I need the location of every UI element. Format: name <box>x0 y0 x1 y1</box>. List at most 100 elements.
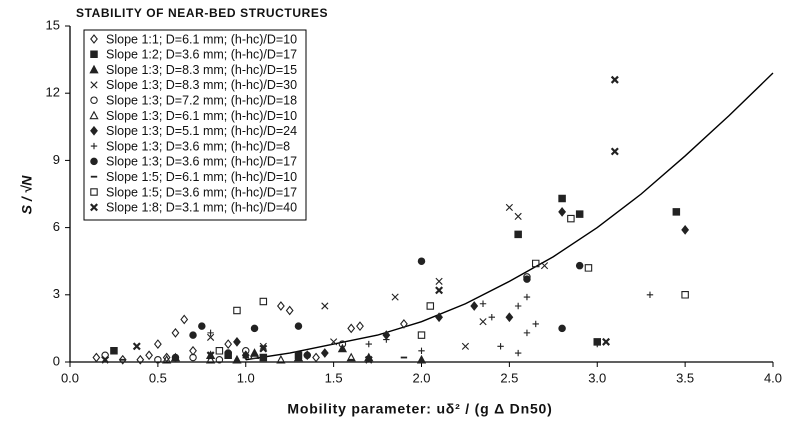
marker <box>321 302 329 310</box>
legend-label: Slope 1:1; D=6.1 mm; (h-hc)/D=10 <box>106 32 297 46</box>
marker <box>435 286 444 295</box>
legend-label: Slope 1:3; D=8.3 mm; (h-hc)/D=15 <box>106 63 297 77</box>
x-tick-label: 2.0 <box>412 370 430 385</box>
marker <box>162 354 172 364</box>
marker <box>259 353 268 362</box>
marker <box>426 302 435 310</box>
y-tick-label: 9 <box>53 152 60 167</box>
marker <box>224 349 232 357</box>
legend-label: Slope 1:5; D=3.6 mm; (h-hc)/D=17 <box>106 185 297 199</box>
legend-label: Slope 1:3; D=7.2 mm; (h-hc)/D=18 <box>106 93 297 107</box>
marker <box>346 352 356 362</box>
marker <box>110 347 118 355</box>
x-tick-label: 2.5 <box>500 370 518 385</box>
marker <box>364 355 373 364</box>
marker <box>153 339 162 349</box>
y-tick-label: 3 <box>53 286 60 301</box>
marker <box>207 329 214 337</box>
marker <box>92 352 101 363</box>
marker <box>189 331 197 339</box>
marker <box>207 333 215 341</box>
marker <box>532 320 539 328</box>
fit-curve <box>245 72 774 361</box>
y-tick-label: 15 <box>46 17 60 32</box>
legend-marker <box>89 110 99 120</box>
marker <box>505 312 514 323</box>
x-tick-label: 3.5 <box>676 370 694 385</box>
legend-marker <box>90 96 98 104</box>
marker <box>132 342 141 351</box>
marker <box>681 291 689 299</box>
legend-marker <box>90 125 98 136</box>
legend: Slope 1:1; D=6.1 mm; (h-hc)/D=10 Slope 1:… <box>83 29 307 221</box>
marker <box>198 322 206 330</box>
marker <box>681 224 690 235</box>
y-tick-label: 0 <box>53 353 60 368</box>
marker <box>215 347 224 355</box>
marker <box>206 351 215 360</box>
marker <box>575 210 584 218</box>
marker <box>249 348 260 357</box>
legend-label: Slope 1:8; D=3.1 mm; (h-hc)/D=40 <box>106 201 297 215</box>
marker <box>259 297 268 306</box>
marker <box>646 291 654 298</box>
marker <box>540 262 549 270</box>
marker <box>514 212 522 220</box>
x-tick-label: 0.5 <box>149 370 167 385</box>
marker <box>338 340 347 348</box>
marker <box>523 329 531 337</box>
marker <box>259 344 268 353</box>
legend-label: Slope 1:3; D=3.6 mm; (h-hc)/D=17 <box>106 155 297 169</box>
marker <box>189 345 197 356</box>
marker <box>417 257 426 265</box>
marker <box>505 203 513 212</box>
marker <box>479 318 487 326</box>
marker <box>514 230 522 239</box>
marker <box>575 262 584 270</box>
legend-box <box>83 29 307 221</box>
marker <box>356 321 364 332</box>
marker <box>154 356 162 364</box>
marker <box>303 350 312 361</box>
marker <box>249 350 260 360</box>
marker <box>400 319 408 329</box>
marker <box>118 354 127 365</box>
marker <box>136 354 145 365</box>
legend-label: Slope 1:3; D=6.1 mm; (h-hc)/D=10 <box>106 109 297 123</box>
y-tick-label: 12 <box>46 85 60 100</box>
marker <box>435 312 443 323</box>
marker <box>276 301 285 311</box>
marker <box>610 147 619 156</box>
marker <box>145 350 153 361</box>
marker <box>479 300 487 307</box>
legend-marker <box>90 203 98 212</box>
marker <box>250 324 259 333</box>
legend-marker <box>90 157 98 166</box>
legend-marker <box>90 142 98 150</box>
x-tick-label: 3.0 <box>588 370 606 385</box>
x-axis-label: Mobility parameter: uδ² / (g Δ Dn50) <box>287 401 552 417</box>
marker <box>672 208 681 216</box>
marker <box>224 339 233 349</box>
marker <box>610 75 619 84</box>
legend-marker <box>90 81 98 89</box>
marker <box>276 354 286 364</box>
marker <box>259 342 267 350</box>
legend-label: Slope 1:2; D=3.6 mm; (h-hc)/D=17 <box>106 48 297 62</box>
marker <box>558 324 566 333</box>
marker <box>189 353 197 362</box>
marker <box>294 322 303 330</box>
marker <box>365 340 372 348</box>
marker <box>417 331 426 339</box>
legend-marker <box>90 50 98 59</box>
marker <box>330 338 338 346</box>
marker <box>347 323 356 334</box>
marker <box>171 327 180 338</box>
marker <box>383 336 390 343</box>
y-axis-label: S / √N <box>19 175 35 215</box>
x-tick-label: 1.5 <box>325 370 343 385</box>
legend-label: Slope 1:3; D=8.3 mm; (h-hc)/D=30 <box>106 78 297 92</box>
marker <box>567 214 575 223</box>
marker <box>514 302 522 310</box>
marker <box>461 342 470 350</box>
